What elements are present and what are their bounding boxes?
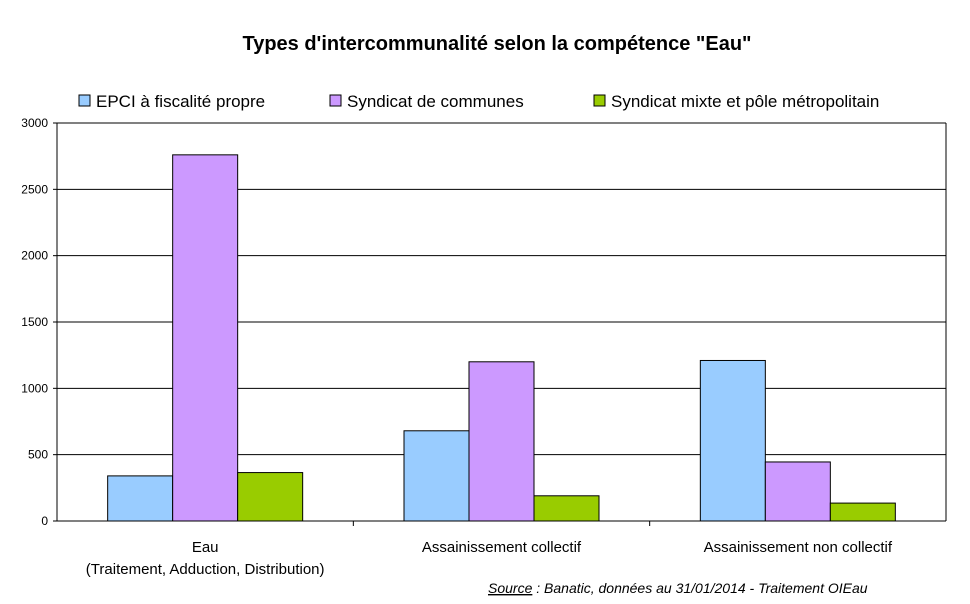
y-tick-label: 0 — [41, 514, 48, 528]
y-tick-label: 1000 — [21, 381, 48, 395]
legend-swatch — [593, 94, 606, 107]
source-note: Source : Banatic, données au 31/01/2014 … — [488, 580, 868, 596]
bar — [468, 361, 535, 522]
legend-swatch — [329, 94, 342, 107]
x-category-label: (Traitement, Adduction, Distribution) — [86, 561, 325, 578]
legend-label: Syndicat mixte et pôle métropolitain — [611, 92, 879, 111]
bar — [237, 472, 304, 522]
y-tick-labels: 0 500 1000 1500 2000 2500 3000 — [21, 116, 48, 528]
legend-label: EPCI à fiscalité propre — [96, 92, 265, 111]
bar — [764, 461, 831, 522]
x-category-label: Assainissement non collectif — [704, 539, 893, 556]
y-tick-label: 2500 — [21, 182, 48, 196]
legend-swatch — [78, 94, 91, 107]
bar — [533, 495, 600, 522]
x-category-label: Assainissement collectif — [422, 539, 582, 556]
legend-label: Syndicat de communes — [347, 92, 524, 111]
bars — [107, 154, 896, 522]
y-tick-label: 3000 — [21, 116, 48, 130]
x-category-label: Eau — [192, 539, 219, 556]
source-label: Source — [488, 580, 533, 596]
bar — [403, 430, 470, 522]
x-category-labels: Eau (Traitement, Adduction, Distribution)… — [86, 539, 893, 578]
chart-title: Types d'intercommunalité selon la compét… — [242, 33, 751, 55]
y-tick-label: 1500 — [21, 315, 48, 329]
y-tick-label: 500 — [28, 448, 48, 462]
legend: EPCI à fiscalité propre Syndicat de commu… — [78, 92, 879, 111]
source-text: : Banatic, données au 31/01/2014 - Trait… — [532, 580, 867, 596]
axes — [56, 123, 947, 526]
bar — [172, 154, 239, 522]
y-tick-label: 2000 — [21, 249, 48, 263]
bar — [699, 359, 766, 522]
bar — [107, 475, 174, 522]
bar — [829, 502, 896, 522]
